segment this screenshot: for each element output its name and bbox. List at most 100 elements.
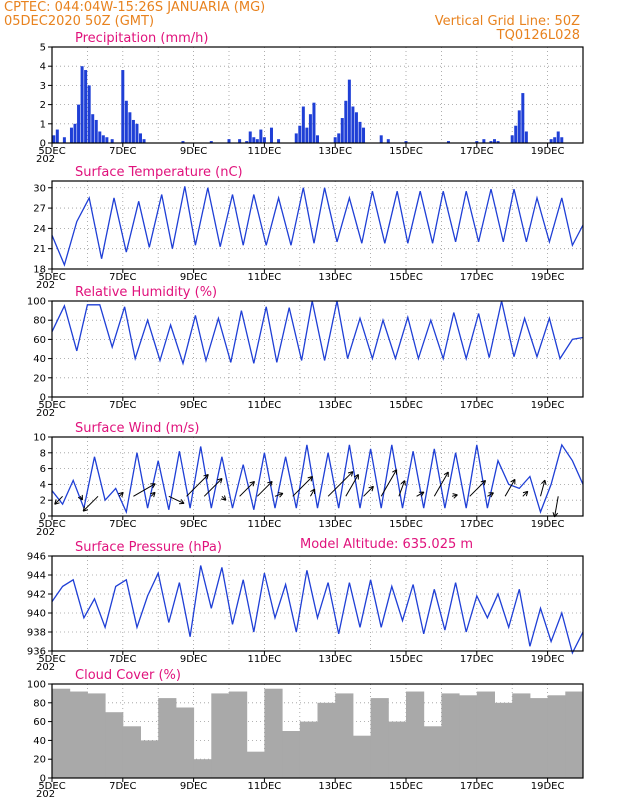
humidity-year-label: 202 — [36, 408, 55, 419]
wind-xtick-label: 11DEC — [248, 519, 282, 530]
wind-vector-arrow — [256, 481, 273, 497]
wind-vector-arrow — [168, 495, 185, 504]
precip-bar — [98, 131, 102, 143]
wind-vector-arrow — [522, 490, 529, 497]
precip-bar — [333, 137, 337, 143]
cloud-ytick-label: 80 — [33, 698, 46, 709]
wind-vector-arrow — [433, 471, 449, 497]
wind-xtick-label: 13DEC — [318, 519, 352, 530]
wind-arrow-head — [310, 488, 315, 493]
wind-arrow-head — [54, 502, 60, 505]
precip-bar — [446, 141, 450, 143]
precip-bar — [294, 133, 298, 143]
precip-bar — [181, 141, 185, 143]
cloud-bar — [69, 691, 88, 778]
wind-xtick-label: 15DEC — [389, 519, 423, 530]
precip-bar — [354, 112, 358, 143]
precip-bar — [379, 135, 383, 143]
cloud-bar — [140, 740, 159, 778]
precip-bar — [131, 119, 135, 143]
precip-bar — [496, 141, 500, 143]
precip-bar — [91, 114, 95, 143]
precip-bar — [238, 139, 242, 143]
wind-vector-arrow — [487, 492, 494, 497]
wind-arrow-head — [371, 486, 374, 492]
precip-bar — [105, 137, 109, 143]
cloud-xtick-label: 5DEC — [38, 781, 65, 792]
wind-arrow-head — [277, 492, 283, 494]
wind-arrow-head — [54, 499, 57, 505]
cloud-frame — [51, 683, 584, 779]
model-code: TQ0126L028 — [496, 28, 580, 43]
pressure-ytick-label: 942 — [27, 590, 46, 601]
model-altitude: Model Altitude: 635.025 m — [300, 537, 473, 552]
temperature-ytick-label: 18 — [33, 265, 46, 276]
humidity-xtick-label: 5DEC — [38, 400, 65, 411]
precip-bar — [510, 135, 514, 143]
wind-arrow-head — [249, 480, 255, 484]
temperature-panel: 18 21 24 27 30 5DEC 7DEC 9DEC 11DEC 13DEC 15DEC 17D… — [33, 165, 584, 291]
cloud-bar — [441, 693, 460, 778]
precip-bar — [489, 141, 493, 143]
precip-bar — [209, 141, 213, 143]
humidity-ytick-label: 60 — [33, 335, 46, 346]
precip-bar — [560, 137, 564, 143]
temperature-xtick-label: 7DEC — [109, 272, 136, 283]
precip-bar — [121, 70, 125, 143]
precip-bar — [262, 137, 266, 143]
wind-vector-arrow — [292, 476, 313, 497]
precip-bar — [344, 100, 348, 143]
pressure-xtick-label: 17DEC — [460, 654, 494, 665]
precip-bar — [73, 123, 77, 143]
wind-ytick-label: 4 — [40, 480, 46, 491]
wind-ytick-label: 6 — [40, 464, 46, 475]
wind-xtick-label: 19DEC — [531, 519, 565, 530]
wind-vector-arrow — [203, 478, 223, 497]
wind-ytick-label: 2 — [40, 496, 46, 507]
precip-bar — [69, 127, 73, 143]
humidity-ytick-label: 0 — [40, 393, 46, 404]
precipitation-panel: 0 1 2 3 4 5 5DEC 7DEC 9DEC 11DEC 13DEC 15DEC 17DEC 19… — [36, 31, 584, 165]
precipitation-xtick-label: 7DEC — [109, 146, 136, 157]
humidity-panel: 0 20 40 60 80 100 5DEC 7DEC 9DEC 11DEC 13DEC 15DEC 1… — [27, 285, 584, 419]
cloud-bar — [459, 695, 478, 778]
wind-xtick-label: 17DEC — [460, 519, 494, 530]
wind-arrow-head — [217, 478, 223, 481]
wind-arrow-head — [400, 480, 405, 485]
wind-vector-arrow — [186, 474, 209, 497]
wind-arrow-head — [83, 509, 89, 512]
precip-bar — [316, 135, 319, 143]
precip-bar — [347, 79, 351, 143]
wind-title: Surface Wind (m/s) — [75, 421, 199, 436]
wind-arrow-head — [525, 491, 529, 497]
cloud-title: Cloud Cover (%) — [75, 668, 181, 683]
wind-arrow-head — [350, 471, 354, 477]
cloud-xtick-label: 17DEC — [460, 781, 494, 792]
precip-bar — [80, 66, 84, 143]
pressure-title: Surface Pressure (hPa) — [75, 540, 222, 555]
cloud-bar — [211, 693, 230, 778]
cloud-bar — [352, 735, 372, 778]
wind-vector-arrow — [239, 481, 255, 497]
precip-bar — [549, 139, 553, 143]
wind-xtick-label: 5DEC — [38, 519, 65, 530]
wind-vector-arrow — [133, 483, 156, 497]
pressure-ytick-label: 936 — [27, 647, 46, 658]
cloud-bar — [370, 698, 389, 778]
cloud-year-label: 202 — [36, 789, 55, 800]
precip-bar — [94, 119, 98, 143]
wind-year-label: 202 — [36, 527, 55, 538]
precipitation-ytick-label: 4 — [40, 62, 46, 73]
cloud-bar — [193, 759, 212, 778]
wind-ytick-label: 8 — [40, 448, 46, 459]
humidity-xtick-label: 19DEC — [531, 400, 565, 411]
cloud-bar — [565, 691, 584, 778]
humidity-xtick-label: 17DEC — [460, 400, 494, 411]
wind-vector-arrow — [469, 480, 486, 497]
precip-bar — [101, 135, 105, 143]
precipitation-xtick-label: 19DEC — [531, 146, 565, 157]
cloud-bar — [423, 726, 442, 778]
wind-arrow-head — [310, 476, 313, 482]
temperature-xtick-label: 5DEC — [38, 272, 65, 283]
pressure-panel: 936 938 940 942 944 946 5DEC 7DEC 9DEC 11DEC 13DEC… — [27, 540, 584, 673]
